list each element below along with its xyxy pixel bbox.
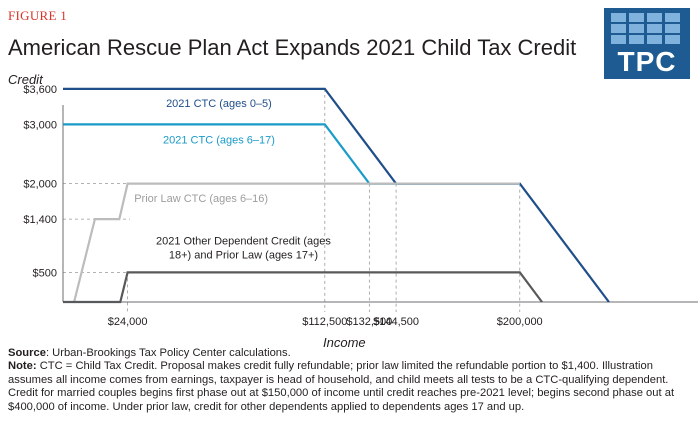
y-tick-label: $3,600 (23, 84, 57, 96)
logo-tile (629, 24, 644, 33)
series-label: Prior Law CTC (ages 6–16) (134, 193, 268, 205)
note-text: CTC = Child Tax Credit. Proposal makes c… (8, 360, 675, 413)
note-paragraph: Note: CTC = Child Tax Credit. Proposal m… (8, 360, 692, 414)
x-tick-label: $24,000 (108, 316, 148, 328)
source-label: Source (8, 347, 46, 359)
logo-tile (629, 13, 644, 22)
logo-tile (629, 35, 644, 44)
logo-tile (647, 35, 662, 44)
tpc-logo: TPC (604, 8, 690, 79)
logo-tile (647, 24, 662, 33)
y-tick-label: $500 (33, 267, 57, 279)
source-text: : Urban-Brookings Tax Policy Center calc… (45, 347, 291, 359)
x-axis-label: Income (323, 335, 366, 350)
logo-tile (611, 24, 626, 33)
series-label: 2021 CTC (ages 6–17) (163, 134, 275, 146)
series-label: 2021 CTC (ages 0–5) (166, 98, 272, 110)
series-line-2 (63, 123, 520, 185)
note-label: Note: (8, 360, 37, 373)
series-label: 2021 Other Dependent Credit (ages (156, 236, 331, 248)
x-tick-label: $144,500 (373, 316, 419, 328)
figure-label: FIGURE 1 (8, 8, 68, 23)
logo-tile (647, 13, 662, 22)
x-tick-label: $132,500 (346, 316, 392, 328)
x-tick-label: $200,000 (497, 316, 543, 328)
series-line-3 (73, 182, 520, 303)
logo-text: TPC (617, 46, 677, 77)
logo-tile (611, 35, 626, 44)
notes-block: Source: Urban-Brookings Tax Policy Cente… (8, 347, 692, 414)
chart-title: American Rescue Plan Act Expands 2021 Ch… (8, 35, 577, 60)
y-axis-label: Credit (8, 72, 43, 87)
logo-tile (665, 24, 680, 33)
logo-tile (665, 35, 680, 44)
y-tick-label: $3,000 (23, 119, 57, 131)
y-tick-label: $1,400 (23, 214, 57, 226)
y-tick-label: $2,000 (23, 179, 57, 191)
x-tick-label: $112,500 (302, 316, 347, 328)
logo-tile (611, 13, 626, 22)
series-label: 18+) and Prior Law (ages 17+) (169, 250, 318, 262)
logo-tile (665, 13, 680, 22)
source-note: Source: Urban-Brookings Tax Policy Cente… (8, 347, 692, 360)
series-line-4 (63, 271, 543, 304)
